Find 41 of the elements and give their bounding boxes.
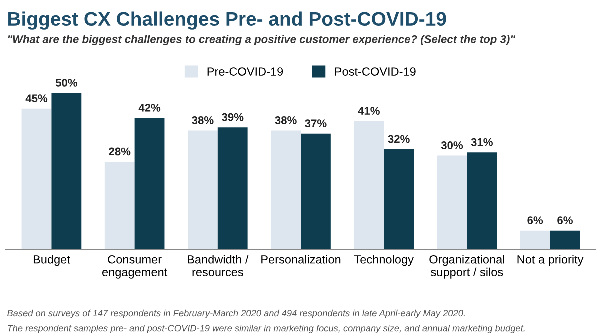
bar	[550, 230, 580, 250]
data-label: 37%	[305, 120, 327, 128]
bar	[467, 152, 498, 250]
data-label: 38%	[192, 116, 214, 124]
bar	[218, 128, 248, 250]
bar	[271, 130, 301, 250]
data-label: 39%	[222, 113, 244, 122]
x-tick-label: Organizational support / silos	[430, 255, 504, 279]
data-label: 32%	[388, 135, 410, 144]
bar	[384, 150, 414, 250]
data-label: 50%	[56, 79, 78, 87]
data-label: 30%	[441, 142, 464, 150]
bar	[134, 118, 165, 250]
x-tick-label: Bandwidth / resources	[188, 255, 249, 277]
data-label: 41%	[358, 107, 380, 115]
x-tick-label: Technology	[354, 255, 414, 266]
bar	[52, 93, 82, 250]
data-label: 42%	[138, 104, 161, 112]
text: The respondent samples pre- and post-COVID-19 were similar in marketing focus, company size, and annual marketing budget.	[8, 324, 525, 334]
data-label: 6%	[528, 216, 544, 224]
bar	[301, 134, 331, 250]
bar	[22, 108, 52, 250]
data-label: 28%	[109, 148, 131, 156]
x-tick-label: Consumer engagement	[102, 255, 168, 279]
bar	[437, 156, 468, 250]
data-label: 31%	[471, 138, 493, 146]
data-label: 45%	[26, 94, 48, 103]
x-tick-label: Not a priority	[518, 255, 584, 266]
bar	[104, 162, 135, 250]
data-label: 6%	[558, 216, 573, 224]
chart-title: Biggest CX Challenges Pre- and Post-COVID-19	[8, 12, 446, 30]
x-tick-label: Budget	[34, 255, 70, 266]
data-label: 38%	[275, 116, 297, 124]
chart-subtitle: "What are the biggest challenges to creating a positive customer experience? (Select the top 3)"	[8, 35, 516, 46]
bar	[188, 130, 218, 250]
legend-label: Pre-COVID-19	[208, 68, 284, 76]
bar	[354, 121, 384, 250]
x-tick-label: Personalization	[262, 255, 341, 264]
text: Based on surveys of 147 respondents in February-March 2020 and 494 respondents in late April-early May 2020.	[8, 310, 465, 318]
legend-label: Post-COVID-19	[335, 68, 416, 76]
bar	[520, 230, 550, 250]
